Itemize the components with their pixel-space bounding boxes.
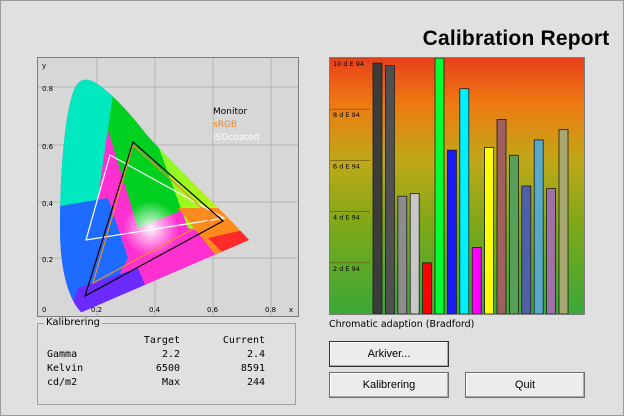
svg-text:0.8: 0.8 (42, 85, 53, 93)
quit-button[interactable]: Quit (465, 372, 585, 398)
isocoated-gamut-triangle (85, 154, 226, 241)
bar-chart-bars (372, 57, 569, 315)
svg-text:0.2: 0.2 (42, 256, 53, 264)
y-tick-label: 6 d E 94 (333, 162, 360, 170)
header-target: Target (143, 335, 180, 346)
header-current: Current (222, 335, 265, 346)
row-target: Max (161, 377, 180, 388)
svg-text:0.4: 0.4 (42, 200, 54, 208)
bar-5 (422, 262, 432, 315)
table-header-row: Target Current (47, 334, 265, 348)
bar-15 (546, 188, 557, 315)
row-current: 244 (246, 377, 265, 388)
svg-text:0.6: 0.6 (42, 143, 54, 151)
row-current: 8591 (240, 363, 265, 374)
row-target: 6500 (155, 363, 180, 374)
kalibrering-group-label: Kalibrering (44, 317, 103, 328)
bar-4 (409, 193, 420, 315)
y-tick-label: 4 d E 94 (333, 214, 360, 222)
bar-9 (471, 247, 482, 315)
cie-svg: 0.8 0.6 0.4 0.2 0 y 0.2 0.4 0.6 0.8 x Mo… (38, 58, 298, 316)
table-row: Gamma 2.2 2.4 (47, 348, 265, 362)
bar-6 (434, 57, 445, 315)
bar-chart-svg: 2 d E 94 4 d E 94 6 d E 94 8 d E 94 10 d E 9… (330, 57, 584, 315)
legend-srgb: sRGB (213, 120, 237, 130)
legend-monitor: Monitor (213, 107, 248, 117)
svg-text:y: y (42, 62, 46, 70)
table-row: Kelvin 6500 8591 (47, 362, 265, 376)
bar-8 (459, 88, 470, 315)
kalibrering-group: Kalibrering Target Current Gamma 2.2 2.4… (37, 317, 296, 405)
row-label: cd/m2 (47, 377, 78, 388)
page-title: Calibration Report (422, 27, 610, 50)
row-current: 2.4 (246, 349, 265, 360)
monitor-gamut-triangle (83, 140, 225, 298)
bar-10 (484, 147, 495, 315)
cie-legend: Monitor sRGB ISOcoated (213, 107, 259, 143)
y-tick-label: 10 d E 94 (333, 60, 364, 68)
svg-text:0.8: 0.8 (265, 306, 276, 314)
table-row: cd/m2 Max 244 (47, 376, 265, 390)
row-label: Kelvin (47, 363, 84, 374)
header-label (47, 334, 105, 348)
bar-chart-background (330, 58, 584, 314)
row-target: 2.2 (161, 349, 180, 360)
srgb-gamut-triangle (92, 143, 215, 285)
row-label: Gamma (47, 349, 78, 360)
bar-16 (558, 129, 569, 315)
cie-y-ticks: 0.8 0.6 0.4 0.2 0 y (42, 62, 54, 314)
y-tick-label: 2 d E 94 (333, 265, 360, 273)
cie-x-ticks: 0.2 0.4 0.6 0.8 x (91, 306, 293, 314)
y-tick-label: 8 d E 94 (333, 111, 360, 119)
bar-11 (496, 119, 507, 315)
kalibrering-table: Target Current Gamma 2.2 2.4 Kelvin 6500… (47, 334, 265, 390)
svg-text:0.6: 0.6 (207, 306, 219, 314)
svg-text:x: x (289, 306, 293, 314)
bar-3 (397, 195, 408, 315)
chart-caption: Chromatic adaption (Bradford) (329, 319, 475, 330)
archive-button[interactable]: Arkiver... (329, 341, 449, 367)
bar-7 (447, 149, 457, 315)
svg-text:0.4: 0.4 (149, 306, 161, 314)
bar-2 (385, 65, 395, 315)
cie-chromaticity-diagram: 0.8 0.6 0.4 0.2 0 y 0.2 0.4 0.6 0.8 x Mo… (37, 57, 299, 317)
legend-isocoated: ISOcoated (213, 133, 259, 143)
bar-chart-y-ticks: 2 d E 94 4 d E 94 6 d E 94 8 d E 94 10 d E 9… (330, 57, 370, 273)
delta-e-bar-chart: 2 d E 94 4 d E 94 6 d E 94 8 d E 94 10 d E 9… (329, 57, 585, 315)
bar-12 (508, 154, 519, 315)
svg-text:0: 0 (42, 306, 46, 314)
calibrate-button[interactable]: Kalibrering (329, 372, 449, 398)
bar-14 (533, 139, 544, 315)
bar-1 (372, 62, 383, 315)
svg-text:0.2: 0.2 (91, 306, 102, 314)
bar-13 (521, 185, 532, 315)
